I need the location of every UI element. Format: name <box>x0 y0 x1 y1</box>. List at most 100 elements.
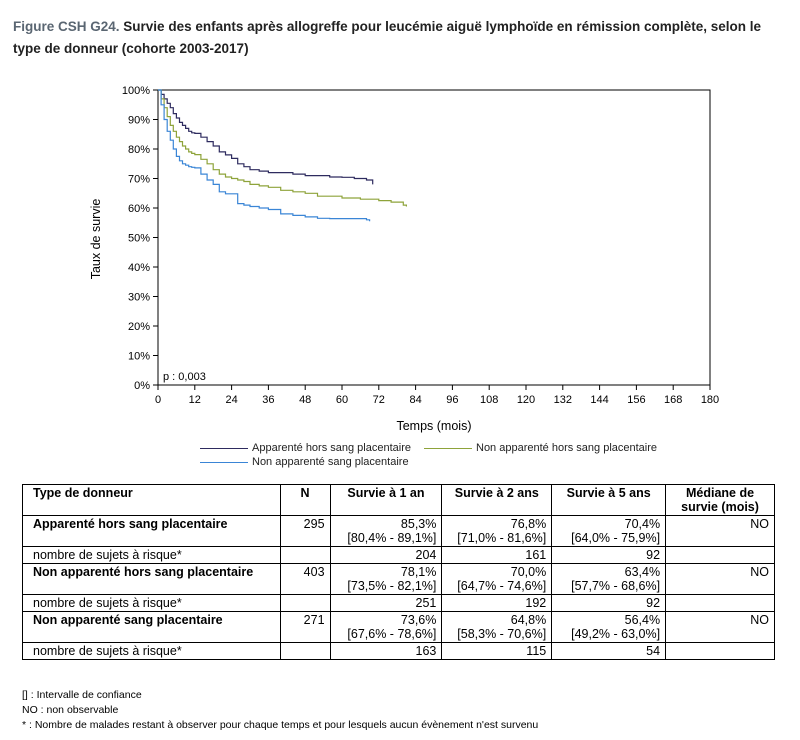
estimate: 85,3% <box>400 517 437 531</box>
header-median: Médiane de survie (mois) <box>665 484 775 516</box>
confidence-interval: [58,3% - 70,6%] <box>457 627 547 641</box>
header-type: Type de donneur <box>22 484 281 516</box>
y-axis-label: Taux de survie <box>89 199 103 280</box>
survival-5y: 56,4% [49,2% - 63,0%] <box>551 611 667 643</box>
x-tick-label: 12 <box>189 394 201 406</box>
risk-5y: 54 <box>551 642 667 660</box>
empty-cell <box>665 594 775 612</box>
note-no: NO : non observable <box>22 704 119 716</box>
donor-type: Non apparenté sang placentaire <box>22 611 281 643</box>
chart-legend: Apparenté hors sang placentaire Non appa… <box>200 442 720 472</box>
median-survival: NO <box>665 563 775 595</box>
table-row: Non apparenté hors sang placentaire 403 … <box>22 563 775 595</box>
x-tick-label: 132 <box>554 394 572 406</box>
x-tick-label: 24 <box>225 394 237 406</box>
empty-cell <box>279 546 331 564</box>
y-tick-label: 80% <box>128 144 150 156</box>
risk-5y: 92 <box>551 546 667 564</box>
survival-5y: 70,4% [64,0% - 75,9%] <box>551 515 667 547</box>
confidence-interval: [49,2% - 63,0%] <box>571 627 661 641</box>
x-tick-label: 144 <box>590 394 608 406</box>
y-axis: 0% 10% 20% 30% 40% 50% 60% 70% 80% 90% 100% <box>122 85 158 392</box>
estimate: 63,4% <box>624 565 661 579</box>
legend-label: Apparenté hors sang placentaire <box>252 442 411 454</box>
risk-1y: 251 <box>329 594 443 612</box>
x-tick-label: 60 <box>336 394 348 406</box>
header-s5: Survie à 5 ans <box>551 484 667 516</box>
header-s2: Survie à 2 ans <box>441 484 553 516</box>
table-row: Non apparenté sang placentaire 271 73,6%… <box>22 611 775 643</box>
confidence-interval: [73,5% - 82,1%] <box>347 579 437 593</box>
figure-label: Figure CSH G24. <box>13 19 120 34</box>
y-tick-label: 40% <box>128 262 150 274</box>
risk-label: nombre de sujets à risque* <box>22 642 281 660</box>
median-survival: NO <box>665 611 775 643</box>
empty-cell <box>279 594 331 612</box>
y-tick-label: 50% <box>128 233 150 245</box>
survival-chart: 0% 10% 20% 30% 40% 50% 60% 70% 80% 90% 100% 0 12 24 3… <box>89 85 719 433</box>
table-row: Apparenté hors sang placentaire 295 85,3… <box>22 515 775 547</box>
figure-title-text: Survie des enfants après allogreffe pour… <box>13 19 761 56</box>
y-tick-label: 90% <box>128 115 150 127</box>
x-axis-label: Temps (mois) <box>396 419 471 433</box>
empty-cell <box>665 546 775 564</box>
confidence-interval: [67,6% - 78,6%] <box>347 627 437 641</box>
plot-frame <box>157 89 711 386</box>
y-tick-label: 30% <box>128 292 150 304</box>
note-risk: * : Nombre de malades restant à observer… <box>22 719 539 731</box>
x-tick-label: 48 <box>299 394 311 406</box>
legend-item-apparente: Apparenté hors sang placentaire <box>200 442 411 454</box>
survival-1y: 73,6% [67,6% - 78,6%] <box>329 611 443 643</box>
risk-2y: 192 <box>441 594 553 612</box>
series-line-1 <box>158 89 407 207</box>
confidence-interval: [57,7% - 68,6%] <box>571 579 661 593</box>
figure-title: Figure CSH G24. Survie des enfants après… <box>13 16 783 60</box>
risk-label: nombre de sujets à risque* <box>22 594 281 612</box>
y-tick-label: 70% <box>128 174 150 186</box>
survival-curves <box>158 89 407 222</box>
note-ci: [] : Intervalle de confiance <box>22 689 142 701</box>
table-header-row: Type de donneur N Survie à 1 an Survie à… <box>22 484 775 516</box>
donor-type: Non apparenté hors sang placentaire <box>22 563 281 595</box>
n-value: 271 <box>279 611 331 643</box>
empty-cell <box>279 642 331 660</box>
table-risk-row: nombre de sujets à risque* 204 161 92 <box>22 546 775 564</box>
x-axis: 0 12 24 36 48 60 72 84 96 108 120 132 144 156 168 180 <box>155 385 719 406</box>
confidence-interval: [64,7% - 74,6%] <box>457 579 547 593</box>
estimate: 73,6% <box>400 613 437 627</box>
series-line-2 <box>158 89 371 222</box>
x-tick-label: 96 <box>446 394 458 406</box>
estimate: 76,8% <box>510 517 547 531</box>
x-tick-label: 180 <box>701 394 719 406</box>
legend-label: Non apparenté hors sang placentaire <box>476 442 658 454</box>
footnotes: [] : Intervalle de confiance NO : non ob… <box>22 688 538 733</box>
survival-2y: 70,0% [64,7% - 74,6%] <box>441 563 553 595</box>
table-risk-row: nombre de sujets à risque* 251 192 92 <box>22 594 775 612</box>
n-value: 403 <box>279 563 331 595</box>
risk-1y: 163 <box>329 642 443 660</box>
risk-1y: 204 <box>329 546 443 564</box>
estimate: 70,4% <box>624 517 661 531</box>
legend-item-non-apparente-sp: Non apparenté sang placentaire <box>200 456 409 468</box>
legend-item-non-apparente-hsp: Non apparenté hors sang placentaire <box>424 442 657 454</box>
legend-swatch <box>200 447 248 449</box>
estimate: 70,0% <box>510 565 547 579</box>
confidence-interval: [64,0% - 75,9%] <box>571 531 661 545</box>
y-tick-label: 0% <box>134 380 150 392</box>
x-tick-label: 108 <box>480 394 498 406</box>
survival-1y: 85,3% [80,4% - 89,1%] <box>329 515 443 547</box>
estimate: 64,8% <box>510 613 547 627</box>
risk-label: nombre de sujets à risque* <box>22 546 281 564</box>
x-tick-label: 84 <box>409 394 421 406</box>
x-tick-label: 72 <box>373 394 385 406</box>
confidence-interval: [80,4% - 89,1%] <box>347 531 437 545</box>
x-tick-label: 168 <box>664 394 682 406</box>
header-s1: Survie à 1 an <box>329 484 443 516</box>
risk-2y: 115 <box>441 642 553 660</box>
header-n: N <box>279 484 331 516</box>
risk-5y: 92 <box>551 594 667 612</box>
estimate: 56,4% <box>624 613 661 627</box>
survival-5y: 63,4% [57,7% - 68,6%] <box>551 563 667 595</box>
y-tick-label: 100% <box>122 85 150 97</box>
legend-swatch <box>200 461 248 463</box>
